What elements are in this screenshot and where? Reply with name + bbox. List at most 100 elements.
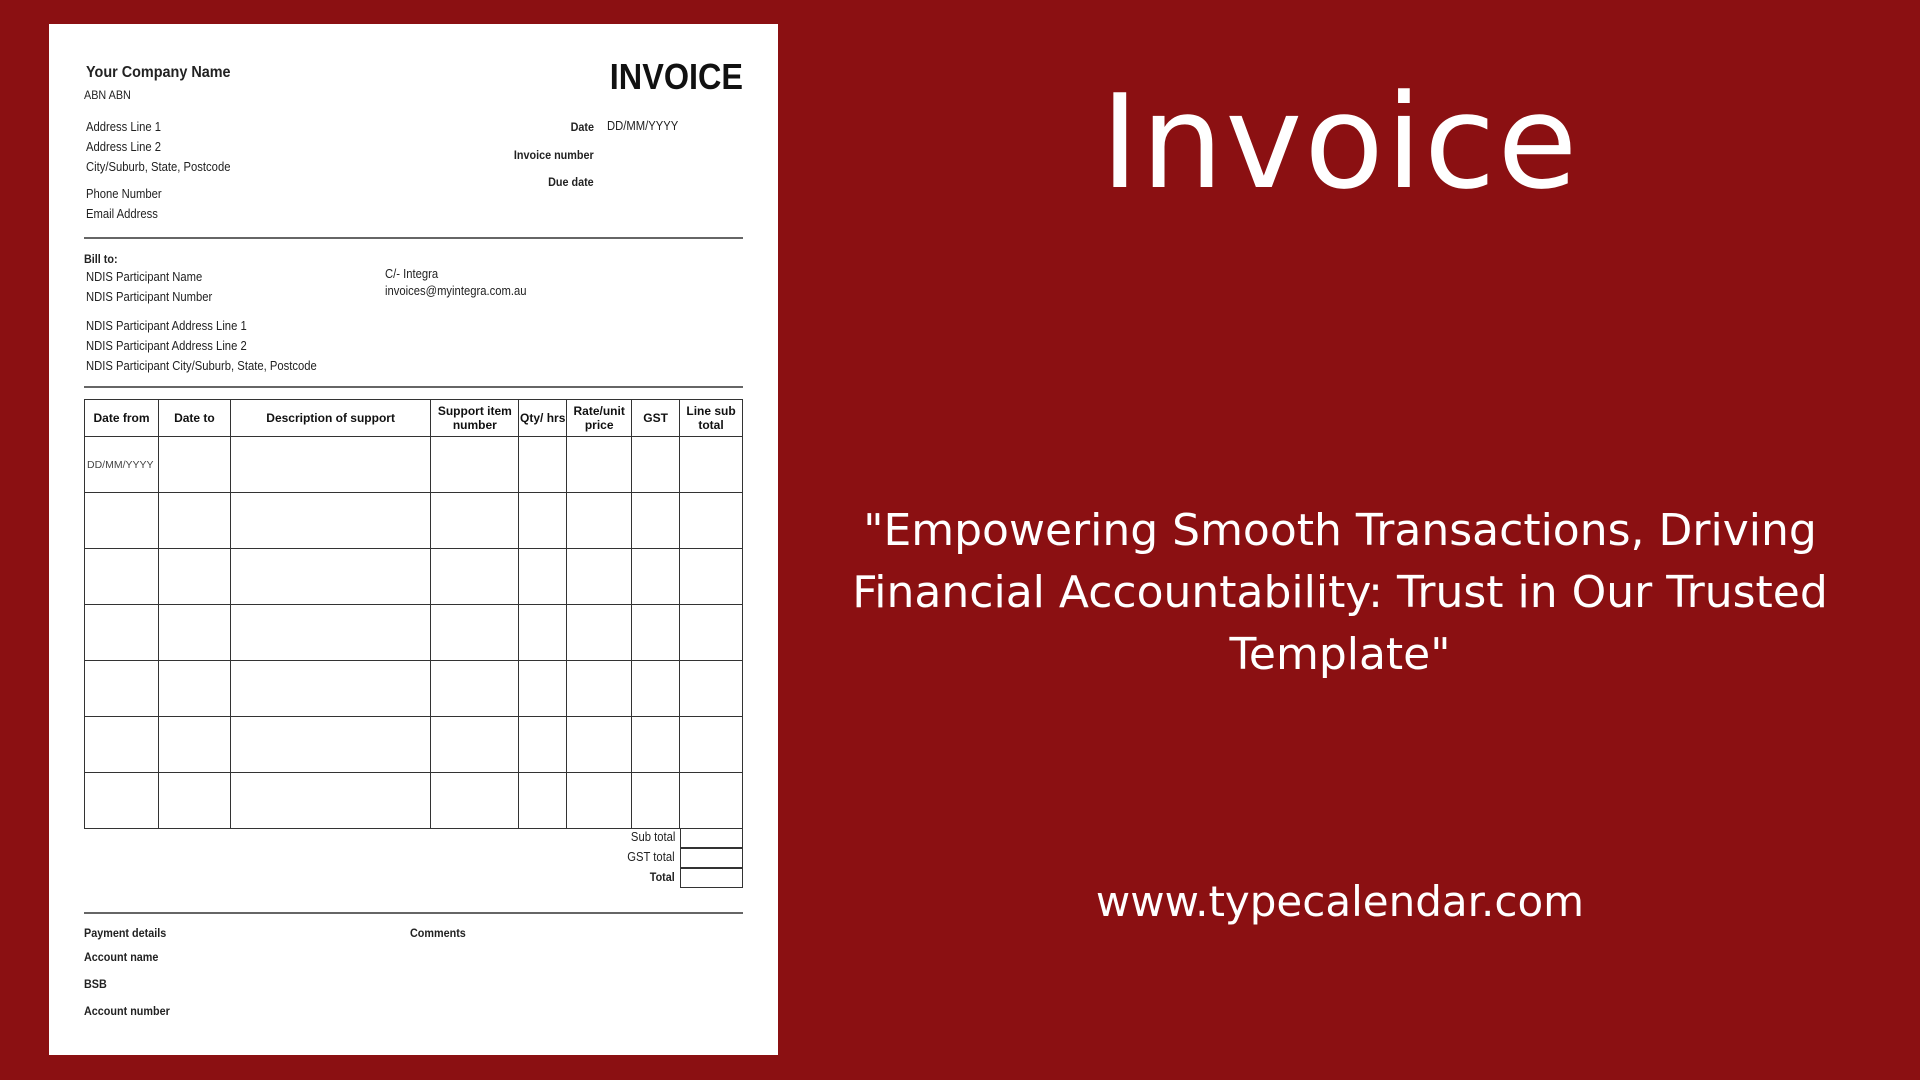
participant-address-1: NDIS Participant Address Line 1 [86,319,247,333]
table-cell: DD/MM/YYYY [84,436,159,493]
table-cell [566,436,633,493]
payment-details-label: Payment details [84,926,167,940]
table-cell [430,604,520,661]
col-line-sub-total: Line sub total [679,399,743,437]
quote-line: Financial Accountability: Trust in Our T… [852,567,1828,618]
divider [84,912,743,914]
invoice-heading: INVOICE [609,56,743,97]
table-cell [518,716,568,773]
table-cell [518,772,568,829]
table-cell [631,492,681,549]
table-row [84,772,743,829]
address-city: City/Suburb, State, Postcode [86,160,231,174]
table-cell [679,604,743,661]
participant-address-2: NDIS Participant Address Line 2 [86,339,247,353]
table-cell [229,492,432,549]
table-cell [566,492,633,549]
table-cell [631,772,681,829]
col-description: Description of support [229,399,432,437]
website-url[interactable]: www.typecalendar.com [1095,877,1585,926]
invoice-template-page: Your Company Name ABN ABN Address Line 1… [49,24,778,1055]
table-cell [430,772,520,829]
table-cell [157,772,231,829]
address-line-1: Address Line 1 [86,120,162,134]
table-cell [84,604,159,661]
table-cell [631,436,681,493]
line-items-table: Date from Date to Description of support… [84,399,743,829]
comments-label: Comments [410,926,466,940]
account-number-label: Account number [84,1004,170,1018]
table-header-row: Date from Date to Description of support… [84,399,743,437]
table-cell [229,716,432,773]
table-cell [84,548,159,605]
invoice-number-label: Invoice number [514,148,594,162]
table-cell [566,604,633,661]
table-cell [157,604,231,661]
table-cell [229,436,432,493]
table-cell [518,436,568,493]
table-cell [566,716,633,773]
table-cell [631,548,681,605]
table-cell [518,548,568,605]
divider [84,386,743,388]
sub-total-label: Sub total [630,830,675,844]
gst-total-label: GST total [627,850,675,864]
abn: ABN ABN [84,88,131,102]
table-cell [430,660,520,717]
table-row: DD/MM/YYYY [84,436,743,493]
table-cell [566,772,633,829]
total-box [680,868,743,888]
table-cell [157,492,231,549]
table-cell [679,772,743,829]
table-cell [518,604,568,661]
col-date-from: Date from [84,399,159,437]
date-value: DD/MM/YYYY [607,119,679,133]
quote-line: "Empowering Smooth Transactions, Driving [863,505,1817,556]
table-cell [157,716,231,773]
table-row [84,716,743,773]
participant-city: NDIS Participant City/Suburb, State, Pos… [86,359,317,373]
table-cell [430,436,520,493]
table-cell [566,548,633,605]
table-cell [229,660,432,717]
company-name: Your Company Name [86,64,231,81]
col-qty-hrs: Qty/ hrs [518,399,568,437]
col-support-item-number: Support item number [430,399,520,437]
account-name-label: Account name [84,950,159,964]
bill-to-label: Bill to: [84,252,118,266]
col-rate-unit-price: Rate/unit price [566,399,633,437]
phone-number: Phone Number [86,187,162,201]
address-line-2: Address Line 2 [86,140,162,154]
divider [84,237,743,239]
table-cell [84,772,159,829]
gst-total-box [680,848,743,868]
table-cell [84,660,159,717]
table-cell [679,492,743,549]
participant-name: NDIS Participant Name [86,270,203,284]
promo-quote: "Empowering Smooth Transactions, Driving… [790,500,1890,686]
table-cell [679,548,743,605]
care-of-email: invoices@myintegra.com.au [385,284,527,298]
table-cell [518,492,568,549]
table-cell [84,716,159,773]
participant-number: NDIS Participant Number [86,290,213,304]
due-date-label: Due date [548,175,594,189]
table-cell [430,716,520,773]
table-cell [157,436,231,493]
table-cell [566,660,633,717]
table-cell [84,492,159,549]
care-of: C/- Integra [385,267,439,281]
promo-title: Invoice [1100,66,1580,218]
table-cell [631,660,681,717]
table-cell [430,548,520,605]
table-cell [229,604,432,661]
table-cell [229,772,432,829]
table-cell [679,436,743,493]
table-cell [430,492,520,549]
date-label: Date [570,120,594,134]
col-date-to: Date to [157,399,231,437]
table-row [84,604,743,661]
bsb-label: BSB [84,977,107,991]
table-cell [679,716,743,773]
table-cell [157,660,231,717]
